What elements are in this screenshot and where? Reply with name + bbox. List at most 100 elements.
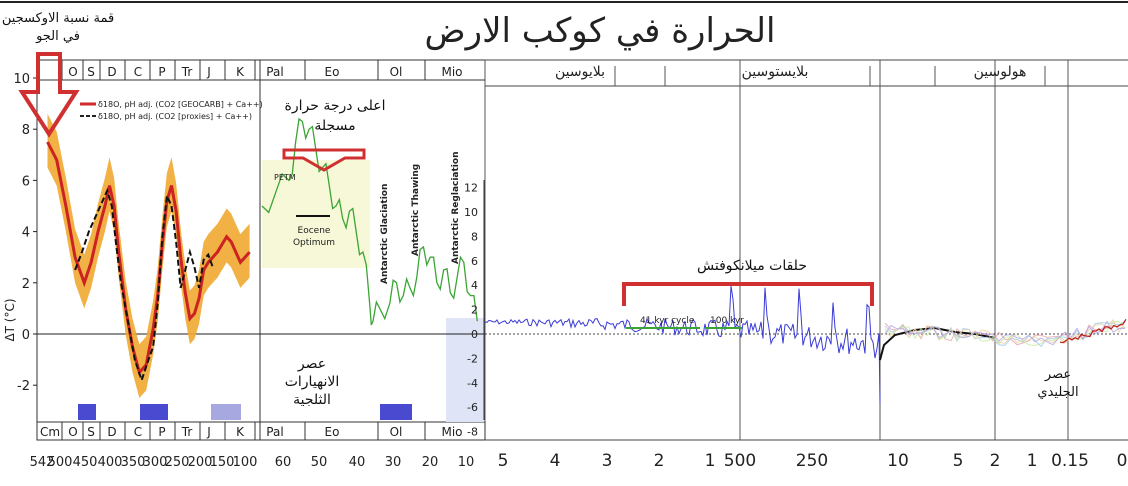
max-temp-arrow [282,148,366,172]
xtick-p5: 2 [990,451,1001,471]
xtick-p2: 40 [349,455,366,470]
period-bottom-label: Cm [40,425,60,439]
eocene-shade [262,160,370,268]
legend-label-proxies: δ18O, pH adj. (CO2 [proxies] + Ca++) [98,112,252,121]
xtick-p1: 542 [30,455,55,470]
xtick-p2: 60 [275,455,292,470]
series-pleistocene [484,286,881,405]
glaciation-age-label: عصر [297,356,326,372]
mid-ytick-label: -6 [467,401,478,414]
left-ytick-label: 6 [22,174,30,189]
period-top-label: S [87,65,95,79]
xtick-p5: 1 [1027,451,1038,471]
xtick-p1: 400 [98,455,123,470]
period-top-label: Ol [390,65,403,79]
xtick-p1: 500 [48,455,73,470]
oxygen-peak-label: في الجو [35,29,80,44]
xtick-p5: 5 [953,451,964,471]
period-bottom-label: O [68,425,77,439]
series-lines [46,117,1127,405]
mid-ytick-label: -4 [467,377,478,390]
glaciation-block [380,404,412,420]
period-top-label: Mio [441,65,462,79]
xtick-p5: 10 [887,451,909,471]
mid-ytick-label: 8 [471,230,478,243]
mid-ytick-label: 6 [471,255,478,268]
mid-ytick-label: 12 [464,182,478,195]
mid-ytick-label: 0 [471,328,478,341]
period-bottom-label: Eo [325,425,340,439]
xtick-p1: 200 [188,455,213,470]
antarctic-label: Antarctic Glaciation [380,184,390,284]
xtick-p3: 4 [550,451,561,471]
milankovitch-bracket [622,282,874,306]
left-ytick-label: 10 [13,72,30,87]
epoch-label: بلايستوسين [742,64,809,80]
period-top-label: Tr [181,65,193,79]
left-ytick-label: 4 [22,226,30,241]
period-top-label: K [236,65,245,79]
xtick-p5: 0 [1117,451,1128,471]
period-top-label: P [158,65,165,79]
period-top-label: J [206,65,211,79]
xtick-p3: 3 [602,451,613,471]
left-ytick-label: 0 [22,328,30,343]
antarctic-label: Antarctic Reglaciation [451,152,461,264]
period-top-label: Eo [325,65,340,79]
xtick-p1: 300 [143,455,168,470]
xtick-p2: 20 [422,455,439,470]
xtick-p5: 0.15 [1051,451,1089,471]
series-cenozoic [261,117,478,326]
antarctic-label: Antarctic Thawing [411,164,421,256]
xtick-p4: 500 [724,451,756,471]
mid-ytick-label: 4 [471,279,478,292]
series-proxies [74,187,214,384]
mid-ytick-label: -8 [467,426,478,439]
max-temp-label: مسجلة [314,118,355,134]
legend-label-geocarb: δ18O, pH adj. (CO2 [GEOCARB] + Ca++) [98,100,263,109]
glaciation-age-label: الانهيارات [285,374,340,390]
period-top-label: Pal [266,65,283,79]
xtick-p1: 100 [233,455,258,470]
period-bottom-label: Ol [390,425,403,439]
ice-age-label: عصر [1044,367,1071,382]
period-bottom-label: J [206,425,211,439]
left-ytick-label: -2 [17,379,30,394]
eocene-label: Eocene [298,226,331,236]
period-top-label: C [134,65,142,79]
epoch-label: هولوسين [974,64,1027,80]
reglaciation-shade [446,318,484,422]
period-bottom-label: D [107,425,116,439]
glaciation-block [78,404,96,420]
xtick-p2: 30 [385,455,402,470]
period-bottom-label: Mio [441,425,462,439]
glaciation-age-label: الثلجية [293,392,331,408]
panel-frames [36,59,1128,441]
oxygen-peak-label: قمة نسبة الاوكسجين [2,11,114,26]
xtick-p2: 50 [311,455,328,470]
period-top-label: O [68,65,77,79]
xtick-p1: 450 [73,455,98,470]
period-bottom-label: K [236,425,245,439]
grid [37,180,1128,420]
xtick-p3: 1 [705,451,716,471]
series-modern [1059,318,1127,344]
annotations: δ18O, pH adj. (CO2 [GEOCARB] + Ca++) δ18O… [2,11,1079,408]
period-bottom-label: C [134,425,142,439]
left-ytick-label: 2 [22,277,30,292]
eocene-label: Optimum [293,238,335,248]
mid-ytick-label: 2 [471,304,478,317]
ice-age-label: الجليدي [1037,385,1078,400]
period-row-bottom [36,421,486,441]
xtick-p1: 250 [165,455,190,470]
xtick-p1: 350 [121,455,146,470]
xtick-p1: 150 [210,455,235,470]
glaciation-block [140,404,168,420]
mid-ytick-label: 10 [464,206,478,219]
xtick-p4: 250 [796,451,828,471]
period-bottom-label: Pal [266,425,283,439]
glaciation-block [211,404,241,420]
period-bottom-label: Tr [181,425,193,439]
